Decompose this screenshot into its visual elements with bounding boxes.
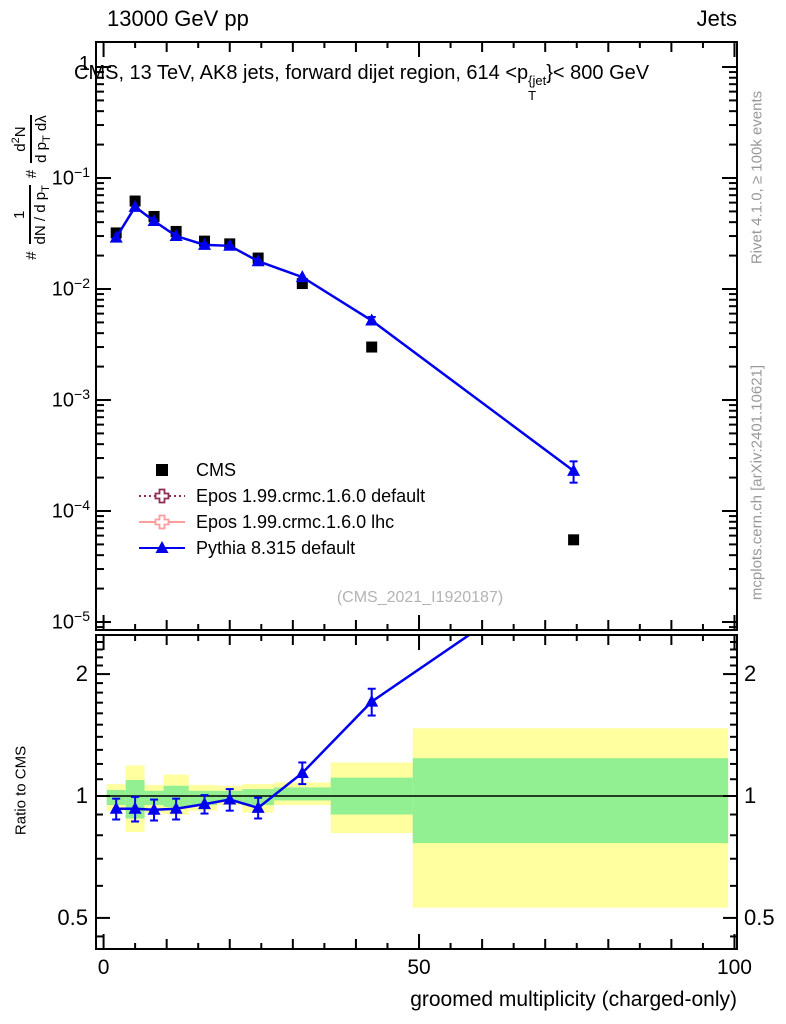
ylabel-frac2-num: d2N — [10, 115, 32, 163]
plot-title-text: CMS, 13 TeV, AK8 jets, forward dijet reg… — [74, 62, 529, 84]
y-ratio-left-label-0.5: 0.5 — [57, 904, 88, 930]
x-tick-label-50: 50 — [407, 956, 431, 979]
y-main-tick-label-1e-3: 10−3 — [51, 386, 90, 412]
x-axis-title: groomed multiplicity (charged-only) — [410, 988, 737, 1011]
analysis-group-label: Jets — [696, 6, 737, 31]
rivet-version-note: Rivet 4.1.0, ≥ 100k events — [748, 90, 766, 265]
y-main-tick-label-1e0: 1 — [78, 53, 90, 75]
y-ratio-right-label-1: 1 — [744, 783, 757, 808]
legend: CMS Epos 1.99.crmc.1.6.0 default Epos 1.99… — [138, 457, 425, 561]
ylabel-hash-1: # — [23, 251, 40, 260]
analysis-id-watermark: (CMS_2021_I1920187) — [336, 589, 504, 606]
x-tick-label-100: 100 — [716, 956, 752, 979]
ylabel-frac1-den: dN / d pT — [32, 185, 52, 245]
ylabel-frac2-den: d pT dλ — [33, 115, 53, 163]
legend-item-1: Epos 1.99.crmc.1.6.0 default — [138, 483, 425, 509]
legend-marker-opencross-icon — [139, 488, 185, 504]
ylabel-frac1-num: 1 — [11, 185, 31, 245]
legend-marker-square-icon — [156, 464, 168, 476]
ratio-y-axis-label: Ratio to CMS — [12, 745, 30, 836]
y-ratio-right-label-0.5: 0.5 — [744, 904, 775, 930]
legend-item-2: Epos 1.99.crmc.1.6.0 lhc — [138, 509, 425, 535]
mcplots-arxiv-note: mcplots.cern.ch [arXiv:2401.10621] — [748, 364, 766, 601]
y-ratio-right-label-2: 2 — [744, 661, 757, 687]
legend-label: Epos 1.99.crmc.1.6.0 default — [196, 485, 426, 506]
legend-label: Epos 1.99.crmc.1.6.0 lhc — [196, 511, 395, 532]
y-main-tick-label-1e-1: 10−1 — [51, 164, 90, 190]
beam-energy-label: 13000 GeV pp — [107, 6, 249, 31]
y-ratio-left-label-1: 1 — [75, 783, 88, 808]
y-ratio-left-label-2: 2 — [75, 661, 88, 687]
pt-superscript: {jet — [528, 73, 547, 88]
legend-item-3: Pythia 8.315 default — [138, 535, 425, 561]
ylabel-frac-1: 1 dN / d pT — [11, 185, 52, 245]
pt-subscript: T — [528, 88, 537, 103]
plot-title-suffix: }< 800 GeV — [546, 62, 650, 84]
y-main-tick-label-1e-4: 10−4 — [51, 497, 90, 523]
x-tick-label-0: 0 — [97, 956, 110, 979]
plot-title: CMS, 13 TeV, AK8 jets, forward dijet reg… — [74, 62, 649, 102]
legend-item-0: CMS — [138, 457, 425, 483]
ylabel-frac-2: d2N d pT dλ — [10, 115, 53, 163]
legend-label: CMS — [196, 459, 236, 480]
legend-label: Pythia 8.315 default — [196, 537, 356, 558]
pt-supsub: {jet T — [528, 74, 546, 102]
y-main-tick-label-1e-5: 10−5 — [51, 608, 90, 634]
legend-marker-opencross-icon — [139, 514, 185, 530]
legend-marker-triangle-icon — [139, 541, 185, 553]
y-main-tick-label-1e-2: 10−2 — [51, 275, 90, 301]
